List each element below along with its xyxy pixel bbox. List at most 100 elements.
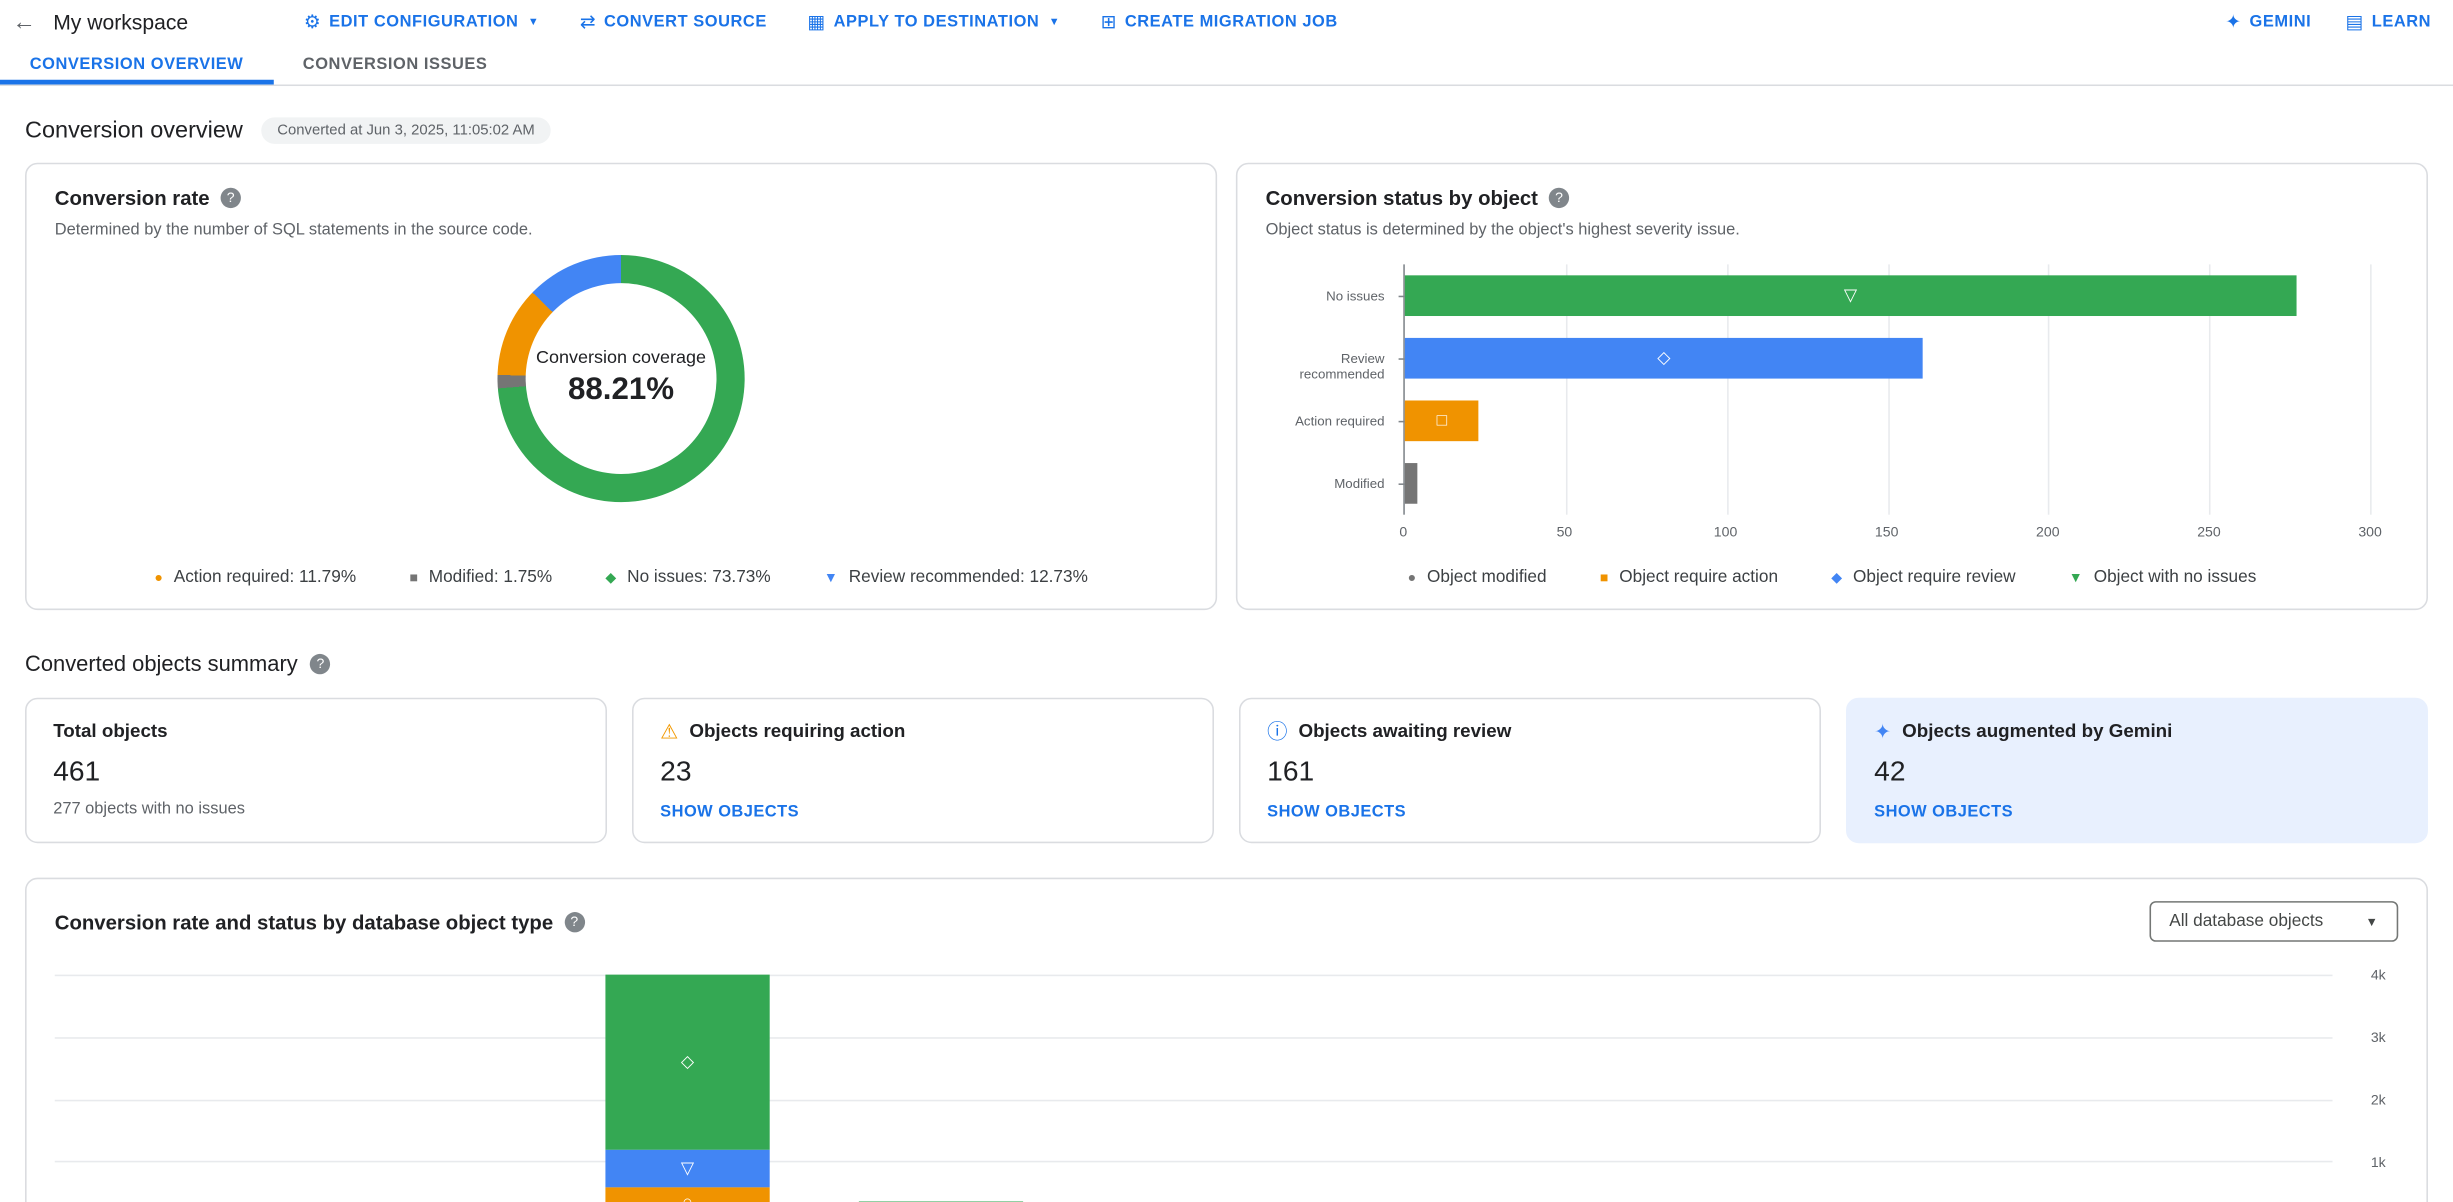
y-tick-label: 3k [2370, 1029, 2386, 1046]
card-header: Conversion rate and status by database o… [55, 901, 2399, 942]
summary-card-objects-awaiting-review: ⓘ Objects awaiting review 161 SHOW OBJECTS [1239, 697, 1821, 844]
legend-item-object-require-action: ■ Object require action [1600, 568, 1778, 587]
top-app-bar: ← My workspace ⚙ EDIT CONFIGURATION ▼ ⇄ CONV… [0, 0, 2453, 44]
show-objects-link[interactable]: SHOW OBJECTS [1267, 802, 1407, 822]
bar-slot-functions [308, 976, 561, 1202]
category-label-modified: Modified [1334, 475, 1385, 492]
show-objects-link[interactable]: SHOW OBJECTS [1874, 802, 2014, 822]
gridline [1726, 264, 1729, 515]
bar-marker-icon: ◇ [680, 1052, 695, 1071]
bar-marker-icon: ◇ [1657, 348, 1671, 367]
donut-hole [525, 283, 717, 475]
gridline [2370, 264, 2372, 515]
bar-slot-views [1067, 976, 1320, 1202]
review-recommended-segment: ▽ [605, 1149, 770, 1188]
card-title: Objects awaiting review [1298, 719, 1512, 742]
action-required-segment: ○ [605, 1187, 770, 1202]
status-bar-chart: No issues Review recommended Action requir… [1266, 246, 2399, 553]
object-modified-marker-icon: ● [1407, 568, 1417, 585]
bar-action-required: □ [1404, 400, 1479, 442]
card-title-row: Conversion rate and status by database o… [55, 910, 585, 933]
stacked-plot: ◇ ◇ ▽ ○ ◇ [54, 974, 2333, 1202]
database-objects-dropdown[interactable]: All database objects ▼ [2148, 901, 2399, 942]
x-tick-label: 150 [1874, 524, 1899, 540]
bar-slot-materialized-views [2079, 976, 2332, 1202]
toolbar-button-convert-source[interactable]: ⇄ CONVERT SOURCE [580, 13, 767, 32]
gridline [54, 1036, 2333, 1039]
bar-slot-database-packages: ◇ [55, 976, 308, 1202]
gridline [2209, 264, 2211, 515]
x-axis-labels: 0 50 100 150 200 250 300 [1399, 524, 2381, 543]
toolbar-button-label: CONVERT SOURCE [604, 12, 767, 32]
gridline [1887, 264, 1890, 515]
bar-marker-icon: ▽ [1843, 285, 1858, 305]
legend-label: Review recommended: 12.73% [848, 567, 1088, 587]
toolbar-button-create-migration-job[interactable]: ⊞ CREATE MIGRATION JOB [1101, 13, 1338, 32]
object-type-chart-card: Conversion rate and status by database o… [25, 877, 2428, 1202]
donut-chart-area: Conversion coverage 88.21% [55, 239, 1188, 552]
category-label-review-recommended: Review recommended [1299, 350, 1385, 382]
tab-conversion-overview[interactable]: CONVERSION OVERVIEW [0, 44, 273, 85]
x-tick-label: 200 [2036, 524, 2060, 540]
toolbar-button-label: LEARN [2371, 12, 2432, 32]
card-title: Total objects [53, 719, 168, 742]
summary-card-objects-requiring-action: ⚠ Objects requiring action 23 SHOW OBJECTS [632, 697, 1214, 844]
no-issues-segment: ◇ [605, 974, 770, 1150]
x-tick-label: 250 [2197, 524, 2221, 540]
legend-item-modified-1-75: ■ Modified: 1.75% [409, 568, 552, 587]
card-subtitle: Determined by the number of SQL statemen… [54, 220, 533, 240]
bar-slot-tables: ◇ [814, 976, 1067, 1202]
help-icon[interactable]: ? [310, 653, 331, 674]
card-title: Objects augmented by Gemini [1902, 719, 2173, 742]
back-arrow-icon[interactable]: ← [12, 8, 36, 36]
gridline [1565, 264, 1568, 515]
bar-slot-sequences [1320, 976, 1573, 1202]
legend-item-object-require-review: ◆ Object require review [1831, 568, 2015, 587]
action-required-11-79-marker-icon: ● [154, 568, 163, 585]
bar-no-issues: ▽ [1404, 275, 2297, 317]
legend-label: No issues: 73.73% [627, 567, 771, 587]
toolbar-button-edit-configuration[interactable]: ⚙ EDIT CONFIGURATION ▼ [304, 13, 539, 32]
card-value: 161 [1267, 755, 1315, 787]
x-tick-label: 0 [1399, 524, 1408, 540]
card-title-row: ✦ Objects augmented by Gemini [1874, 720, 2400, 742]
donut-center-value: 88.21% [568, 372, 675, 407]
chevron-down-icon: ▼ [527, 16, 540, 28]
tab-conversion-issues[interactable]: CONVERSION ISSUES [302, 54, 488, 74]
chevron-down-icon: ▼ [1048, 16, 1061, 28]
help-icon[interactable]: ? [220, 187, 241, 209]
legend-item-action-required-11-79: ● Action required: 11.79% [154, 568, 356, 587]
card-title-row: Conversion rate ? [55, 186, 1188, 210]
card-caption: 277 objects with no issues [53, 799, 245, 819]
object-with-no-issues-marker-icon: ▼ [2068, 568, 2083, 585]
legend-label: Object with no issues [2093, 567, 2257, 587]
summary-card-objects-augmented-by-gemini: ✦ Objects augmented by Gemini 42 SHOW OBJEC… [1846, 697, 2428, 844]
toolbar-button-apply-to-destination[interactable]: ▦ APPLY TO DESTINATION ▼ [808, 13, 1061, 32]
summary-header: Converted objects summary ? [25, 651, 2428, 676]
toolbar-button-label: APPLY TO DESTINATION [833, 12, 1040, 32]
gemini-sparkle-icon: ✦ [1874, 718, 1892, 743]
dropdown-value: All database objects [2169, 912, 2324, 931]
status-chart-legend: ● Object modified ■ Object require action ◆ O… [1266, 568, 2399, 587]
conversion-overview-header: Conversion overview Converted at Jun 3, … [25, 117, 2428, 144]
legend-label: Modified: 1.75% [428, 567, 553, 587]
bar-category-labels: No issues Review recommended Action requir… [1266, 264, 1397, 514]
help-icon[interactable]: ? [564, 911, 585, 932]
charts-row: Conversion rate ? Determined by the numb… [25, 162, 2428, 611]
donut-center: Conversion coverage 88.21% [497, 255, 744, 502]
stacked-bar-stored-procedures: ◇ ▽ ○ [605, 974, 770, 1202]
card-title: Conversion rate and status by database o… [54, 909, 554, 934]
card-subtitle: Object status is determined by the objec… [1265, 220, 1740, 240]
card-title: Objects requiring action [689, 719, 906, 742]
y-tick-label: 2k [2370, 1091, 2386, 1108]
y-axis-labels: 01k2k3k4k [2339, 967, 2386, 1202]
donut-chart: Conversion coverage 88.21% [497, 254, 745, 503]
toolbar-button-label: GEMINI [2249, 12, 2312, 32]
bar-slot-synonyms [1573, 976, 1826, 1202]
page-title: Conversion overview [25, 117, 243, 144]
toolbar-button-gemini[interactable]: ✦ GEMINI [2225, 13, 2311, 32]
show-objects-link[interactable]: SHOW OBJECTS [660, 802, 800, 822]
bar-review-recommended: ◇ [1404, 337, 1923, 379]
help-icon[interactable]: ? [1548, 187, 1570, 209]
toolbar-button-learn[interactable]: ▤ LEARN [2346, 13, 2431, 32]
